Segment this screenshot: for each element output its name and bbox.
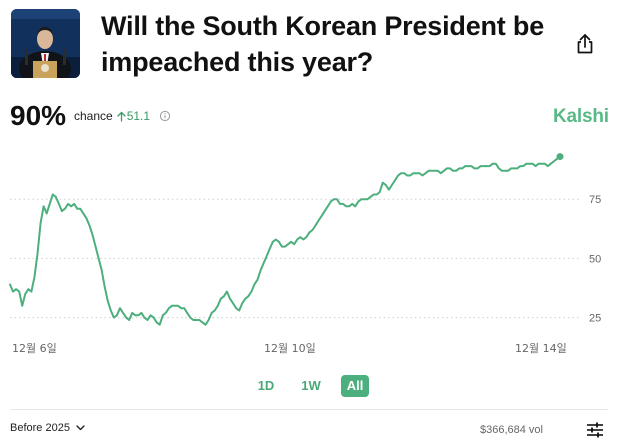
y-tick-label: 25 — [589, 313, 601, 325]
price-chart: 25 50 75 12월 6일 12월 10일 12월 14일 — [9, 153, 601, 355]
y-tick-label: 75 — [589, 194, 601, 206]
x-tick-label: 12월 10일 — [264, 341, 316, 355]
info-icon[interactable] — [159, 110, 171, 122]
volume-text: $366,684 vol — [480, 424, 543, 436]
y-tick-label: 50 — [589, 253, 601, 265]
tab-1w[interactable]: 1W — [301, 378, 321, 393]
chance-label: chance — [74, 109, 113, 123]
chevron-down-icon — [76, 425, 85, 431]
x-tick-label: 12월 6일 — [12, 341, 57, 355]
x-tick-label: 12월 14일 — [515, 341, 567, 355]
change-indicator: 51.1 — [117, 109, 150, 123]
chance-percentage: 90% — [10, 100, 67, 131]
chance-row: chance 51.1 — [74, 109, 171, 123]
date-filter-label: Before 2025 — [10, 422, 70, 434]
price-line — [9, 155, 561, 326]
market-title: Will the South Korean President be impea… — [101, 11, 545, 77]
president-photo — [11, 9, 80, 78]
share-button[interactable] — [572, 31, 598, 57]
tab-all[interactable]: All — [341, 375, 369, 397]
divider — [10, 409, 608, 410]
current-price-dot — [556, 153, 564, 161]
date-filter-dropdown[interactable]: Before 2025 — [10, 422, 85, 434]
arrow-up-icon — [117, 111, 126, 122]
president-thumbnail — [11, 9, 80, 78]
chart-settings-button[interactable] — [586, 421, 604, 439]
change-value: 51.1 — [126, 109, 151, 123]
kalshi-logo: Kalshi — [553, 106, 609, 127]
time-range-tabs: 1D 1W All — [0, 375, 617, 397]
share-icon — [577, 34, 593, 54]
sliders-icon — [587, 422, 603, 438]
tab-1d[interactable]: 1D — [257, 378, 275, 393]
